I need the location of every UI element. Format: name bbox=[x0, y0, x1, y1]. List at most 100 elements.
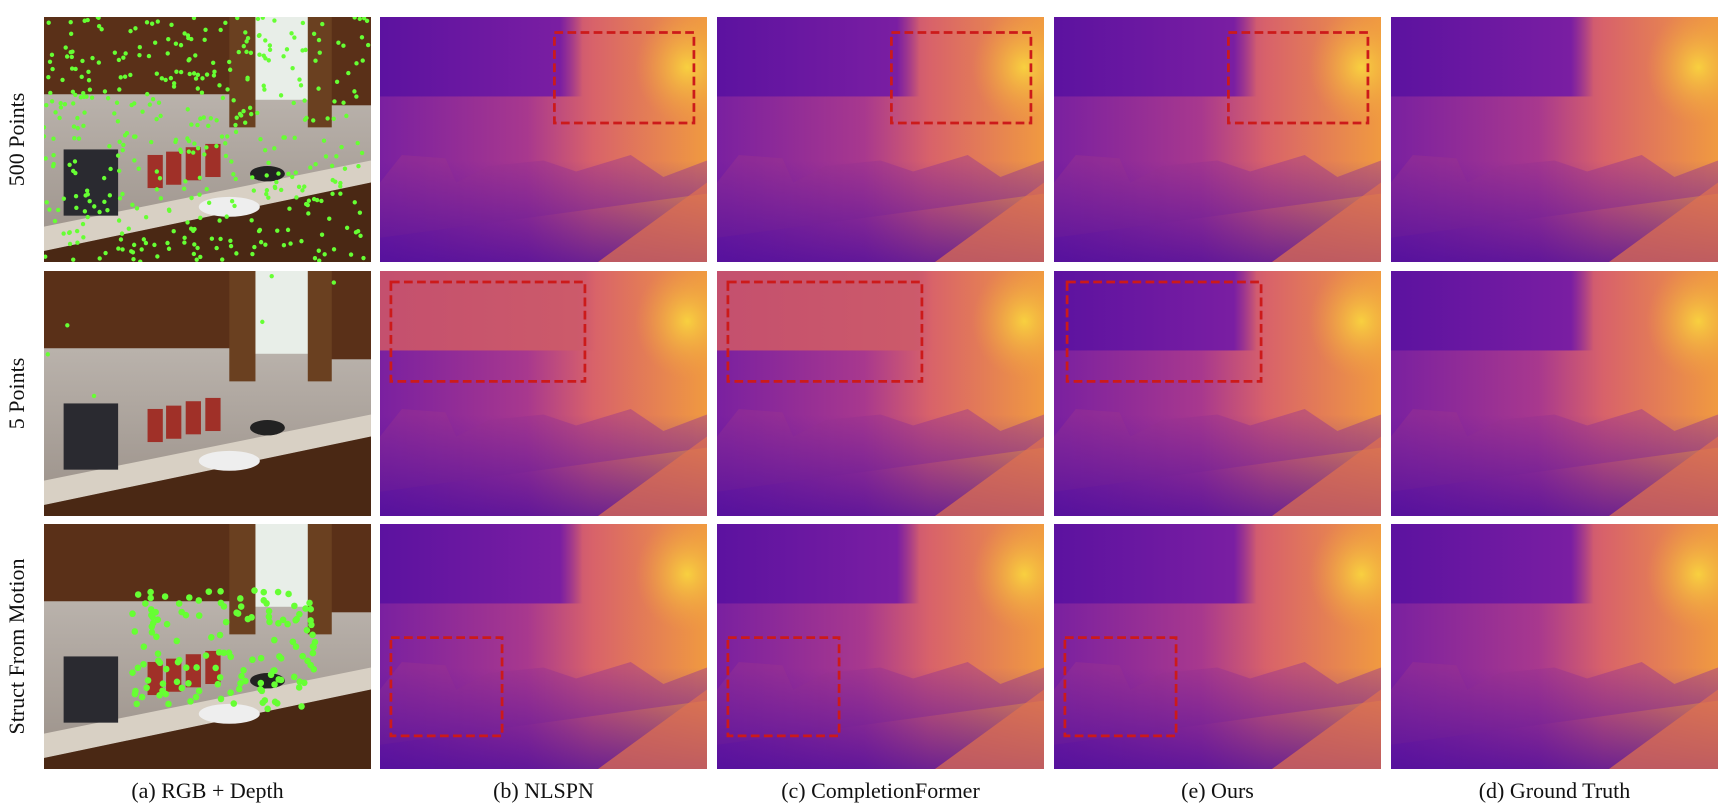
depth-window bbox=[913, 524, 1044, 668]
sparse-point bbox=[186, 594, 193, 601]
sparse-point bbox=[233, 122, 238, 128]
sparse-point bbox=[192, 226, 197, 232]
depth-window bbox=[1250, 524, 1381, 668]
sparse-point bbox=[307, 617, 314, 624]
sparse-point bbox=[272, 184, 278, 190]
sparse-point bbox=[191, 251, 197, 257]
sparse-point bbox=[206, 123, 211, 129]
sparse-point bbox=[117, 139, 122, 145]
sparse-point bbox=[158, 113, 163, 119]
sparse-point bbox=[212, 69, 217, 74]
sparse-point bbox=[298, 83, 304, 88]
sparse-point bbox=[320, 21, 325, 27]
sparse-point bbox=[275, 228, 280, 233]
sparse-point bbox=[217, 588, 224, 595]
sparse-point bbox=[75, 125, 80, 131]
sparse-point bbox=[357, 210, 363, 215]
sparse-point bbox=[305, 202, 310, 208]
can bbox=[185, 401, 201, 435]
sparse-point bbox=[217, 218, 222, 223]
sparse-point bbox=[281, 54, 286, 59]
sparse-point bbox=[359, 150, 365, 156]
sparse-point bbox=[365, 42, 371, 48]
sparse-point bbox=[173, 41, 179, 46]
sparse-point bbox=[148, 623, 156, 630]
sparse-point bbox=[204, 72, 210, 77]
sparse-point bbox=[66, 230, 72, 236]
sparse-point bbox=[163, 77, 168, 83]
sparse-point bbox=[47, 59, 53, 65]
sparse-point bbox=[157, 176, 163, 181]
sparse-point bbox=[215, 649, 223, 656]
highlight-box bbox=[726, 636, 841, 738]
highlight-box bbox=[1065, 280, 1263, 383]
depth-counter bbox=[1609, 689, 1718, 769]
sparse-point bbox=[258, 136, 263, 142]
sparse-point bbox=[147, 588, 154, 596]
sparse-point bbox=[131, 134, 137, 139]
sparse-point bbox=[293, 170, 298, 175]
sparse-point bbox=[354, 94, 359, 99]
sparse-point bbox=[348, 252, 354, 257]
sparse-point bbox=[346, 70, 351, 76]
sparse-point bbox=[122, 74, 128, 79]
sparse-point bbox=[361, 17, 367, 21]
sparse-point bbox=[329, 163, 335, 169]
sparse-point bbox=[75, 240, 80, 245]
sparse-point bbox=[285, 590, 292, 598]
sparse-point bbox=[248, 50, 254, 56]
panel bbox=[717, 17, 1044, 262]
sparse-point bbox=[178, 42, 184, 48]
depth-window bbox=[576, 524, 707, 668]
sparse-point bbox=[140, 109, 145, 114]
sparse-point bbox=[217, 695, 225, 703]
sparse-point bbox=[67, 162, 72, 167]
sparse-point bbox=[262, 87, 267, 92]
sparse-point bbox=[229, 159, 234, 164]
depth-window bbox=[1250, 17, 1381, 161]
sparse-point bbox=[139, 247, 144, 252]
sparse-point bbox=[72, 159, 78, 164]
sparse-point bbox=[142, 600, 149, 607]
sparse-point bbox=[62, 101, 68, 107]
sparse-point bbox=[237, 679, 244, 687]
sparse-point bbox=[306, 599, 313, 607]
sparse-point bbox=[192, 242, 197, 247]
sparse-point bbox=[145, 91, 150, 97]
sparse-point bbox=[241, 108, 246, 114]
sparse-point bbox=[84, 94, 89, 99]
sparse-point bbox=[195, 245, 200, 251]
sparse-point bbox=[282, 135, 287, 140]
sparse-point bbox=[120, 247, 125, 252]
sparse-point bbox=[267, 43, 273, 48]
sparse-point bbox=[186, 58, 191, 63]
sparse-point bbox=[359, 35, 365, 40]
sparse-point bbox=[44, 134, 47, 139]
sparse-point bbox=[44, 254, 48, 259]
sparse-point bbox=[330, 191, 335, 197]
sparse-point bbox=[269, 273, 274, 279]
sparse-point bbox=[159, 76, 165, 81]
sparse-point bbox=[182, 664, 190, 671]
sparse-point bbox=[300, 20, 306, 26]
sparse-point bbox=[260, 588, 268, 596]
sparse-point bbox=[154, 169, 159, 174]
column-caption: (c) CompletionFormer bbox=[781, 778, 980, 803]
sparse-point bbox=[306, 211, 311, 216]
sparse-point bbox=[73, 66, 78, 72]
sparse-point bbox=[316, 248, 321, 253]
sparse-point bbox=[266, 58, 271, 63]
sparse-point bbox=[156, 100, 162, 105]
row-label: Struct From Motion bbox=[4, 558, 29, 734]
sparse-point bbox=[296, 610, 303, 618]
sparse-point bbox=[112, 111, 117, 116]
sparse-point bbox=[234, 115, 239, 120]
sparse-point bbox=[281, 243, 287, 248]
sparse-point bbox=[191, 150, 196, 155]
sparse-point bbox=[136, 166, 141, 171]
sparse-point bbox=[117, 168, 122, 174]
can bbox=[147, 661, 163, 696]
sparse-point bbox=[133, 700, 141, 708]
sparse-point bbox=[102, 89, 108, 94]
sparse-point bbox=[90, 55, 95, 61]
